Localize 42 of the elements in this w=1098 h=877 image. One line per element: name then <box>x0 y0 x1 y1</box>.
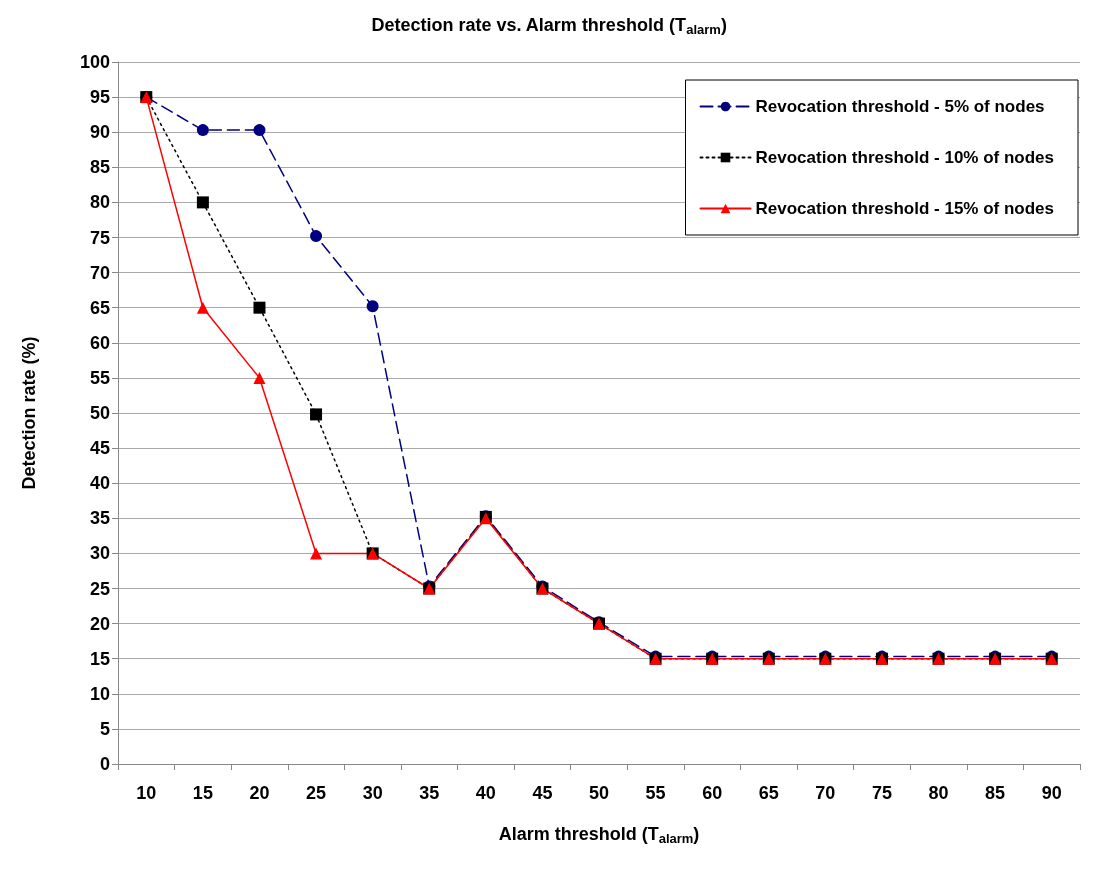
x-tick-label: 75 <box>871 783 892 803</box>
y-tick-label: 0 <box>99 754 110 774</box>
y-tick-label: 55 <box>89 367 110 388</box>
x-tick-label: 55 <box>645 783 666 803</box>
y-axis-title: Detection rate (%) <box>19 336 39 490</box>
x-tick-label: 70 <box>815 783 836 803</box>
x-tick-label: 85 <box>985 783 1006 803</box>
y-tick-label: 5 <box>99 718 110 739</box>
legend-label: Revocation threshold - 15% of nodes <box>755 199 1055 218</box>
x-tick-label: 45 <box>532 783 553 803</box>
y-tick-label: 90 <box>89 122 110 143</box>
y-tick-label: 30 <box>89 543 110 564</box>
y-tick-label: 15 <box>89 648 110 669</box>
y-tick-label: 45 <box>89 438 110 459</box>
x-tick-label: 20 <box>249 783 270 803</box>
x-tick-label: 25 <box>306 783 327 803</box>
x-tick-label: 10 <box>136 783 157 803</box>
y-tick-label: 50 <box>89 403 110 423</box>
y-tick-label: 70 <box>89 262 110 283</box>
x-tick-label: 35 <box>419 783 440 803</box>
x-tick-label: 90 <box>1041 783 1062 803</box>
y-tick-label: 100 <box>79 52 110 72</box>
y-tick-label: 25 <box>89 578 110 599</box>
y-tick-label: 80 <box>89 192 110 213</box>
y-tick-label: 65 <box>89 297 110 318</box>
y-tick-label: 85 <box>89 157 110 178</box>
x-tick-label: 65 <box>758 783 779 803</box>
legend-label: Revocation threshold - 10% of nodes <box>755 148 1055 167</box>
x-tick-label: 15 <box>192 783 213 803</box>
y-tick-label: 40 <box>89 473 110 494</box>
y-tick-label: 95 <box>89 87 110 108</box>
x-tick-label: 30 <box>362 783 383 803</box>
y-tick-label: 20 <box>89 613 110 634</box>
x-tick-label: 50 <box>588 783 610 803</box>
x-tick-label: 80 <box>928 783 949 803</box>
y-tick-label: 75 <box>89 227 110 248</box>
x-tick-label: 40 <box>475 783 496 803</box>
y-tick-label: 10 <box>89 683 110 704</box>
y-tick-label: 35 <box>89 508 110 529</box>
x-tick-label: 60 <box>702 783 723 803</box>
y-tick-label: 60 <box>89 332 110 353</box>
legend-label: Revocation threshold - 5% of nodes <box>755 97 1045 116</box>
